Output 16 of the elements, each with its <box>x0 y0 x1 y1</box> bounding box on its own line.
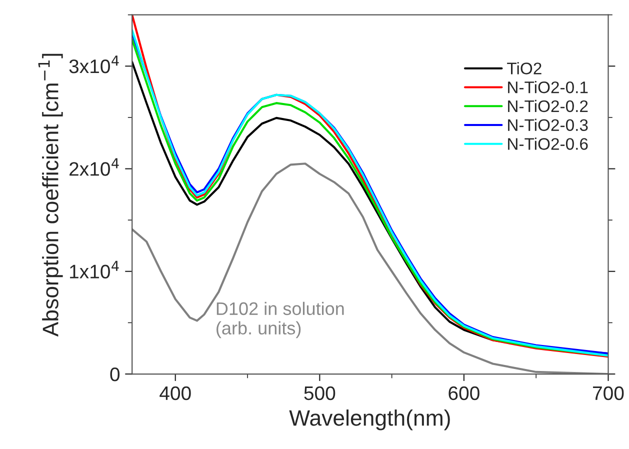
y-tick-label: 1x10$^{4}$ <box>70 260 119 278</box>
legend-label: N-TiO2-0.3 <box>508 118 588 131</box>
legend-label: N-TiO2-0.6 <box>508 138 588 150</box>
x-tick-label: 400 <box>160 386 191 400</box>
legend-label: N-TiO2-0.2 <box>508 100 588 112</box>
annotation: D102 in solution (arb. units) <box>216 302 344 338</box>
legend-label: TiO2 <box>507 62 542 74</box>
x-tick-label: 700 <box>593 386 624 400</box>
x-axis-title: Wavelength(nm) <box>289 410 450 430</box>
y-axis-title: Absorption coefficient [cm$^{−1}$] <box>38 54 63 337</box>
legend-label: N-TiO2-0.1 <box>508 81 588 94</box>
y-tick-label: 3x10$^{4}$ <box>69 56 119 74</box>
y-tick-label: 0 <box>110 367 120 382</box>
x-tick-label: 500 <box>304 386 336 400</box>
x-tick-label: 600 <box>448 386 480 400</box>
y-tick-label: 2x10$^{4}$ <box>70 158 119 176</box>
